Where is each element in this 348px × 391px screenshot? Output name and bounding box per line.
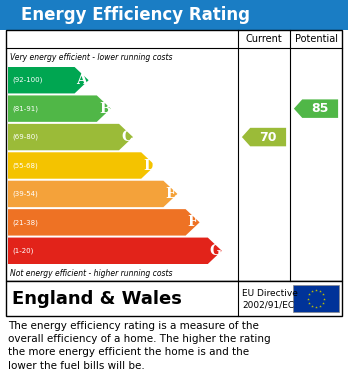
Text: F: F: [188, 215, 197, 230]
Text: G: G: [210, 244, 222, 258]
Text: Energy Efficiency Rating: Energy Efficiency Rating: [21, 6, 250, 24]
Polygon shape: [8, 95, 111, 122]
Bar: [0, 0, 348, 30]
Polygon shape: [8, 209, 200, 235]
Text: Not energy efficient - higher running costs: Not energy efficient - higher running co…: [10, 269, 173, 278]
Polygon shape: [294, 99, 338, 118]
Text: E: E: [165, 187, 176, 201]
Text: 2002/91/EC: 2002/91/EC: [242, 300, 294, 309]
Text: England & Wales: England & Wales: [12, 289, 182, 307]
Text: (21-38): (21-38): [12, 219, 38, 226]
Text: B: B: [99, 102, 111, 116]
Bar: [6, 30, 342, 281]
Text: A: A: [77, 73, 87, 87]
Text: The energy efficiency rating is a measure of the
overall efficiency of a home. T: The energy efficiency rating is a measur…: [8, 321, 271, 371]
Polygon shape: [8, 238, 222, 264]
Polygon shape: [8, 124, 133, 150]
Text: C: C: [121, 130, 132, 144]
Text: (81-91): (81-91): [12, 106, 38, 112]
Text: (39-54): (39-54): [12, 191, 38, 197]
Text: 85: 85: [311, 102, 329, 115]
Text: 70: 70: [259, 131, 277, 143]
Text: Current: Current: [246, 34, 282, 44]
Text: (92-100): (92-100): [12, 77, 42, 83]
Text: Potential: Potential: [294, 34, 338, 44]
Text: (55-68): (55-68): [12, 162, 38, 169]
Polygon shape: [8, 181, 177, 207]
Bar: [6, 281, 342, 316]
Polygon shape: [242, 128, 286, 146]
Text: D: D: [143, 158, 155, 172]
Text: (69-80): (69-80): [12, 134, 38, 140]
Polygon shape: [8, 152, 155, 179]
Text: (1-20): (1-20): [12, 248, 33, 254]
Text: EU Directive: EU Directive: [242, 289, 298, 298]
Polygon shape: [8, 67, 89, 93]
Text: Very energy efficient - lower running costs: Very energy efficient - lower running co…: [10, 54, 173, 63]
Bar: [293, 285, 339, 312]
